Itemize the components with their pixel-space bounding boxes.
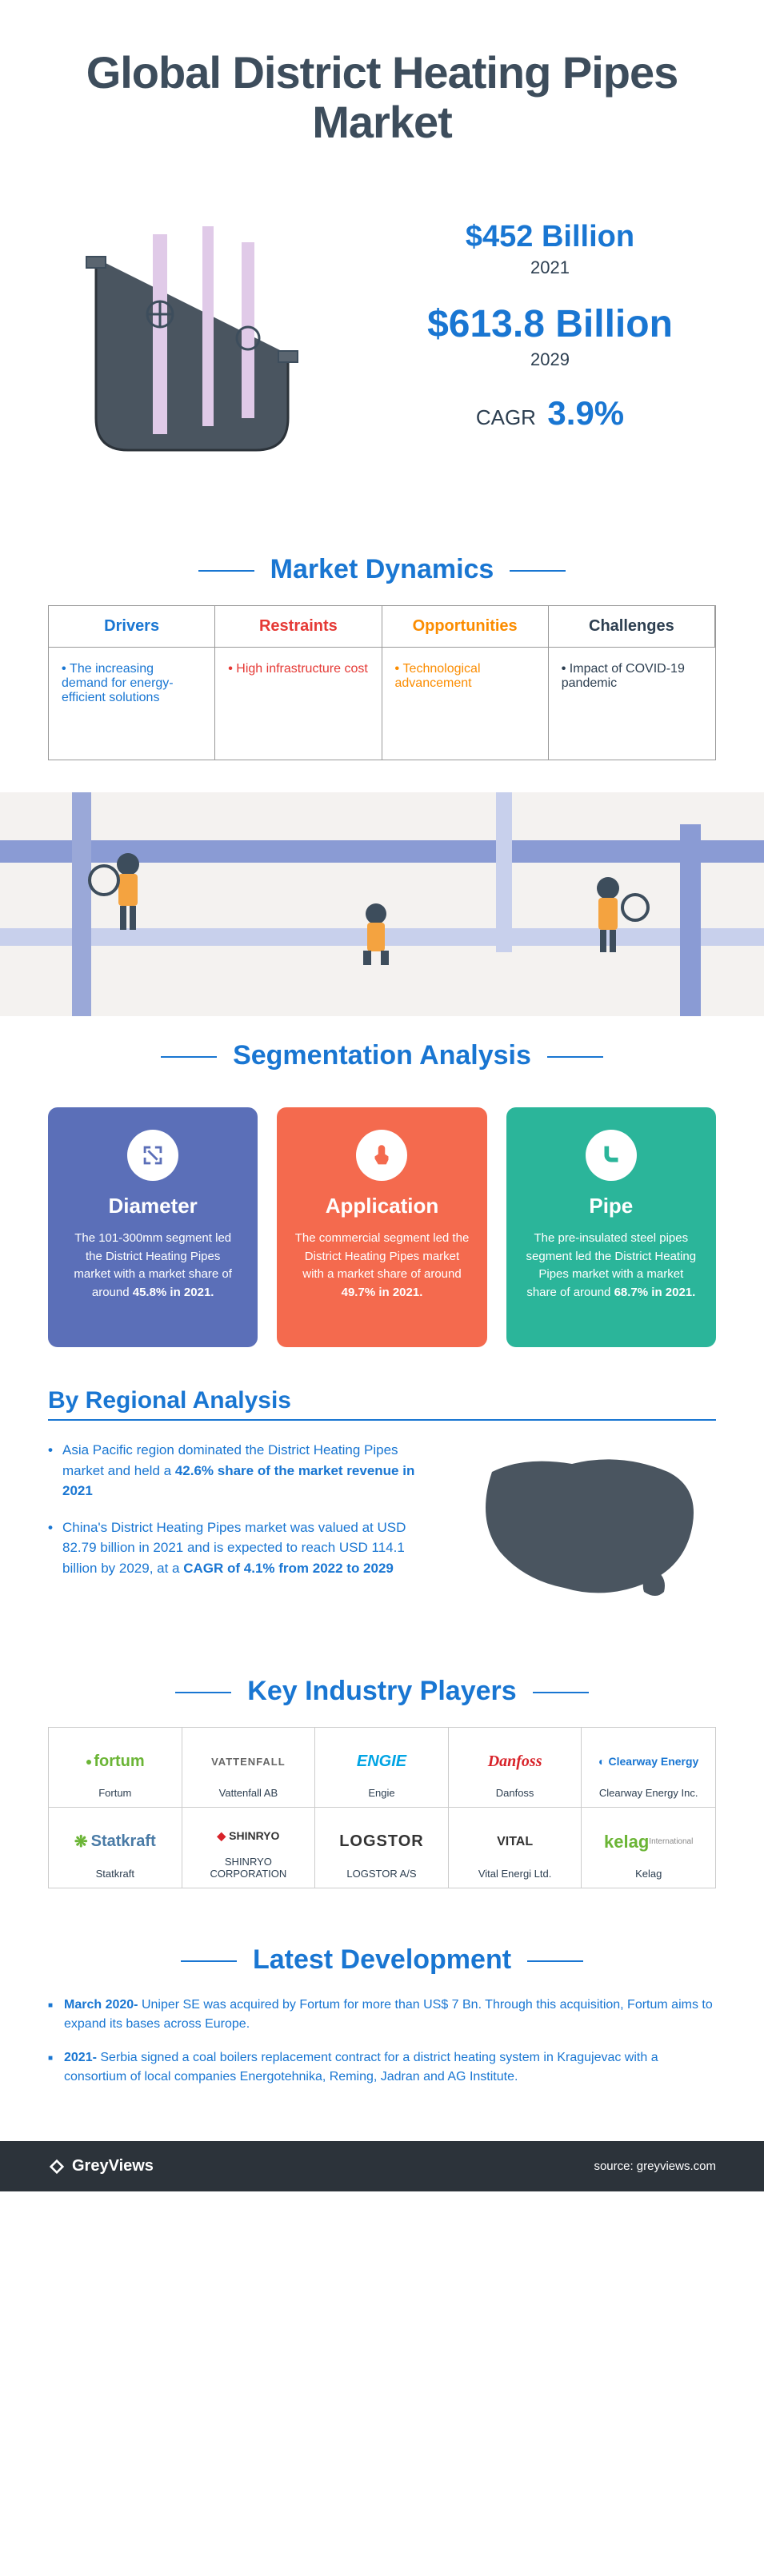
- touch-icon: [356, 1130, 407, 1181]
- dyn-header-drivers: Drivers: [49, 606, 215, 648]
- players-title: Key Industry Players: [0, 1676, 764, 1707]
- player-cell: ◆SHINRYO SHINRYO CORPORATION: [182, 1808, 316, 1888]
- seg-card-diameter: Diameter The 101-300mm segment led the D…: [48, 1107, 258, 1347]
- hero-stats: $452 Billion 2021 $613.8 Billion 2029 CA…: [384, 220, 716, 457]
- player-name: Statkraft: [57, 1868, 174, 1880]
- footer-brand: GreyViews: [48, 2157, 154, 2175]
- dynamics-table: Drivers Restraints Opportunities Challen…: [48, 605, 716, 760]
- dyn-item: High infrastructure cost: [228, 662, 368, 676]
- stat-2021-value: $452 Billion: [384, 220, 716, 254]
- player-name: Fortum: [57, 1787, 174, 1799]
- footer-source: source: greyviews.com: [594, 2159, 716, 2173]
- dyn-header-challenges: Challenges: [549, 606, 715, 648]
- seg-card-pipe: Pipe The pre-insulated steel pipes segme…: [506, 1107, 716, 1347]
- player-logo: Danfoss: [457, 1742, 574, 1780]
- player-cell: LOGSTOR LOGSTOR A/S: [315, 1808, 449, 1888]
- dyn-header-opportunities: Opportunities: [382, 606, 549, 648]
- player-logo: ◐Clearway Energy: [590, 1742, 707, 1780]
- latest-title: Latest Development: [0, 1944, 764, 1976]
- segmentation-cards: Diameter The 101-300mm segment led the D…: [0, 1091, 764, 1387]
- dyn-body-challenges: Impact of COVID-19 pandemic: [549, 648, 715, 760]
- dyn-body-drivers: The increasing demand for energy-efficie…: [49, 648, 215, 760]
- pipe-icon: [586, 1130, 637, 1181]
- dyn-item: Technological advancement: [395, 662, 535, 691]
- player-cell: ENGIE Engie: [315, 1728, 449, 1808]
- player-cell: kelagInternational Kelag: [582, 1808, 715, 1888]
- player-name: SHINRYO CORPORATION: [190, 1856, 307, 1880]
- regional-item: Asia Pacific region dominated the Distri…: [48, 1440, 436, 1501]
- latest-item: March 2020- Uniper SE was acquired by Fo…: [48, 1996, 716, 2034]
- page-title: Global District Heating Pipes Market: [32, 48, 732, 146]
- hero-section: $452 Billion 2021 $613.8 Billion 2029 CA…: [0, 178, 764, 530]
- seg-card-title: Pipe: [524, 1194, 698, 1218]
- player-name: Kelag: [590, 1868, 707, 1880]
- player-name: Vattenfall AB: [190, 1787, 307, 1799]
- player-logo: ●fortum: [57, 1742, 174, 1780]
- page-footer: GreyViews source: greyviews.com: [0, 2141, 764, 2191]
- dyn-body-restraints: High infrastructure cost: [215, 648, 382, 760]
- dyn-item: Impact of COVID-19 pandemic: [562, 662, 702, 691]
- dyn-body-opportunities: Technological advancement: [382, 648, 549, 760]
- seg-card-text: The commercial segment led the District …: [294, 1230, 469, 1302]
- worker-illustration-band: [0, 792, 764, 1016]
- player-logo: ◆SHINRYO: [190, 1822, 307, 1849]
- player-name: Clearway Energy Inc.: [590, 1787, 707, 1799]
- cagr-label: CAGR: [476, 405, 536, 429]
- players-grid: ●fortum Fortum VATTENFALL Vattenfall AB …: [48, 1727, 716, 1888]
- asia-map-icon: [460, 1440, 716, 1620]
- player-cell: Danfoss Danfoss: [449, 1728, 582, 1808]
- dynamics-section: Drivers Restraints Opportunities Challen…: [0, 605, 764, 792]
- regional-list: Asia Pacific region dominated the Distri…: [48, 1440, 436, 1620]
- player-logo: VATTENFALL: [190, 1742, 307, 1780]
- seg-card-title: Diameter: [66, 1194, 240, 1218]
- expand-icon: [127, 1130, 178, 1181]
- segmentation-title: Segmentation Analysis: [0, 1040, 764, 1071]
- player-name: Danfoss: [457, 1787, 574, 1799]
- dyn-header-restraints: Restraints: [215, 606, 382, 648]
- seg-card-text: The pre-insulated steel pipes segment le…: [524, 1230, 698, 1302]
- seg-card-text: The 101-300mm segment led the District H…: [66, 1230, 240, 1302]
- player-logo: VITAL: [457, 1822, 574, 1861]
- stat-2029-year: 2029: [384, 349, 716, 370]
- player-logo: ENGIE: [323, 1742, 440, 1780]
- regional-section: By Regional Analysis Asia Pacific region…: [0, 1387, 764, 1652]
- cagr-value: 3.9%: [547, 394, 624, 432]
- player-cell: VITAL Vital Energi Ltd.: [449, 1808, 582, 1888]
- player-cell: ●fortum Fortum: [49, 1728, 182, 1808]
- player-logo: ❋Statkraft: [57, 1822, 174, 1861]
- stat-2021-year: 2021: [384, 257, 716, 278]
- dynamics-title: Market Dynamics: [0, 554, 764, 585]
- latest-section: March 2020- Uniper SE was acquired by Fo…: [0, 1996, 764, 2141]
- player-cell: VATTENFALL Vattenfall AB: [182, 1728, 316, 1808]
- regional-item: China's District Heating Pipes market wa…: [48, 1517, 436, 1579]
- stat-2029-value: $613.8 Billion: [384, 302, 716, 346]
- player-name: Engie: [323, 1787, 440, 1799]
- page-header: Global District Heating Pipes Market: [0, 0, 764, 178]
- player-logo: kelagInternational: [590, 1822, 707, 1861]
- player-logo: LOGSTOR: [323, 1822, 440, 1861]
- seg-card-application: Application The commercial segment led t…: [277, 1107, 486, 1347]
- dyn-item: The increasing demand for energy-efficie…: [62, 662, 202, 705]
- player-name: LOGSTOR A/S: [323, 1868, 440, 1880]
- player-cell: ◐Clearway Energy Clearway Energy Inc.: [582, 1728, 715, 1808]
- seg-card-title: Application: [294, 1194, 469, 1218]
- player-name: Vital Energi Ltd.: [457, 1868, 574, 1880]
- regional-title: By Regional Analysis: [48, 1387, 716, 1421]
- latest-item: 2021- Serbia signed a coal boilers repla…: [48, 2048, 716, 2087]
- hero-pipe-illustration: [48, 194, 352, 482]
- player-cell: ❋Statkraft Statkraft: [49, 1808, 182, 1888]
- players-section: ●fortum Fortum VATTENFALL Vattenfall AB …: [0, 1727, 764, 1920]
